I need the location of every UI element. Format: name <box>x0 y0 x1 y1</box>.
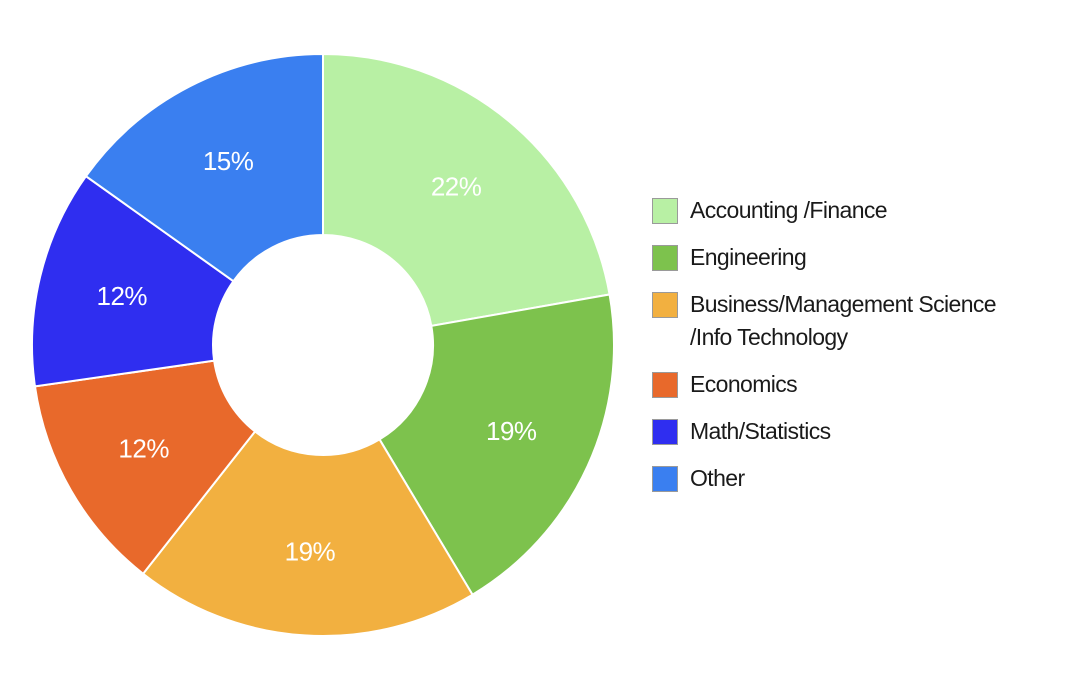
donut-slices <box>31 52 615 637</box>
legend-swatch <box>652 245 678 271</box>
donut-slice-economics <box>33 359 257 576</box>
donut-slice-other <box>84 52 324 283</box>
legend-swatch <box>652 292 678 318</box>
legend-label: Other <box>690 465 745 491</box>
legend-item-economics: Economics <box>652 368 1072 401</box>
legend-item-engineering: Engineering <box>652 241 1072 274</box>
legend-swatch <box>652 372 678 398</box>
legend-label: Business/Management Science /Info Techno… <box>690 291 997 350</box>
legend-item-accounting-finance: Accounting /Finance <box>652 194 1072 227</box>
slice-label-economics: 12% <box>118 434 169 464</box>
legend-item-business-management-science: Business/Management Science /Info Techno… <box>652 288 1072 354</box>
slice-label-accounting-finance: 22% <box>431 171 482 201</box>
legend-item-math-statistics: Math/Statistics <box>652 415 1072 448</box>
donut-slice-math-statistics <box>31 174 235 388</box>
legend-swatch <box>652 198 678 224</box>
legend-label: Math/Statistics <box>690 418 831 444</box>
slice-label-business-management-science: 19% <box>285 537 336 567</box>
legend-label: Engineering <box>690 244 807 270</box>
legend-label: Economics <box>690 371 798 397</box>
donut-slice-labels: 22% 19% 19% 12% 12% 15% <box>97 146 538 567</box>
legend: Accounting /Finance Engineering Business… <box>652 194 1072 509</box>
legend-swatch <box>652 419 678 445</box>
donut-slice-accounting-finance <box>322 52 611 328</box>
donut-slice-engineering <box>378 293 615 597</box>
legend-label: Accounting /Finance <box>690 197 888 223</box>
slice-label-math-statistics: 12% <box>97 281 148 311</box>
donut-slice-business-management-science <box>141 430 474 637</box>
slice-label-engineering: 19% <box>486 416 537 446</box>
legend-swatch <box>652 466 678 492</box>
slice-label-other: 15% <box>203 146 254 176</box>
legend-item-other: Other <box>652 462 1072 495</box>
